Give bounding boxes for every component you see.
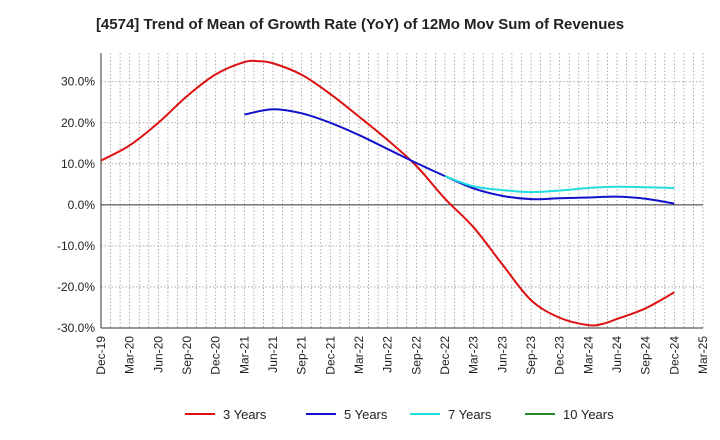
y-tick-label: -10.0% bbox=[57, 239, 95, 253]
y-tick-label: 20.0% bbox=[61, 116, 95, 130]
x-tick-label: Dec-23 bbox=[553, 336, 567, 375]
x-tick-label: Dec-20 bbox=[209, 336, 223, 375]
x-tick-label: Sep-24 bbox=[639, 336, 653, 375]
x-tick-label: Mar-23 bbox=[467, 336, 481, 374]
x-tick-label: Dec-22 bbox=[438, 336, 452, 375]
x-tick-label: Mar-20 bbox=[123, 336, 137, 374]
x-tick-label: Jun-24 bbox=[610, 336, 624, 373]
y-tick-label: 30.0% bbox=[61, 75, 95, 89]
x-tick-label: Mar-25 bbox=[696, 336, 710, 374]
x-tick-label: Mar-22 bbox=[352, 336, 366, 374]
legend-label: 10 Years bbox=[563, 407, 614, 422]
x-tick-label: Jun-20 bbox=[151, 336, 165, 373]
x-tick-label: Jun-21 bbox=[266, 336, 280, 373]
series-line-3-years bbox=[100, 59, 675, 327]
series-line-7-years bbox=[444, 175, 675, 194]
y-tick-label: 10.0% bbox=[61, 157, 95, 171]
legend-label: 3 Years bbox=[223, 407, 267, 422]
x-tick-label: Dec-19 bbox=[94, 336, 108, 375]
legend-label: 5 Years bbox=[344, 407, 388, 422]
x-tick-label: Dec-24 bbox=[667, 336, 681, 375]
x-tick-label: Jun-23 bbox=[495, 336, 509, 373]
x-tick-label: Sep-23 bbox=[524, 336, 538, 375]
plot-area bbox=[101, 53, 703, 328]
chart-title: [4574] Trend of Mean of Growth Rate (YoY… bbox=[95, 16, 625, 33]
x-tick-label: Sep-22 bbox=[409, 336, 423, 375]
x-tick-label: Sep-21 bbox=[295, 336, 309, 375]
x-tick-label: Mar-21 bbox=[237, 336, 251, 374]
x-tick-label: Jun-22 bbox=[381, 336, 395, 373]
y-tick-label: -20.0% bbox=[57, 280, 95, 294]
y-tick-label: -30.0% bbox=[57, 321, 95, 335]
x-tick-label: Dec-21 bbox=[323, 336, 337, 375]
x-tick-label: Sep-20 bbox=[180, 336, 194, 375]
x-tick-label: Mar-24 bbox=[581, 336, 595, 374]
legend-label: 7 Years bbox=[448, 407, 492, 422]
y-tick-label: 0.0% bbox=[68, 198, 96, 212]
